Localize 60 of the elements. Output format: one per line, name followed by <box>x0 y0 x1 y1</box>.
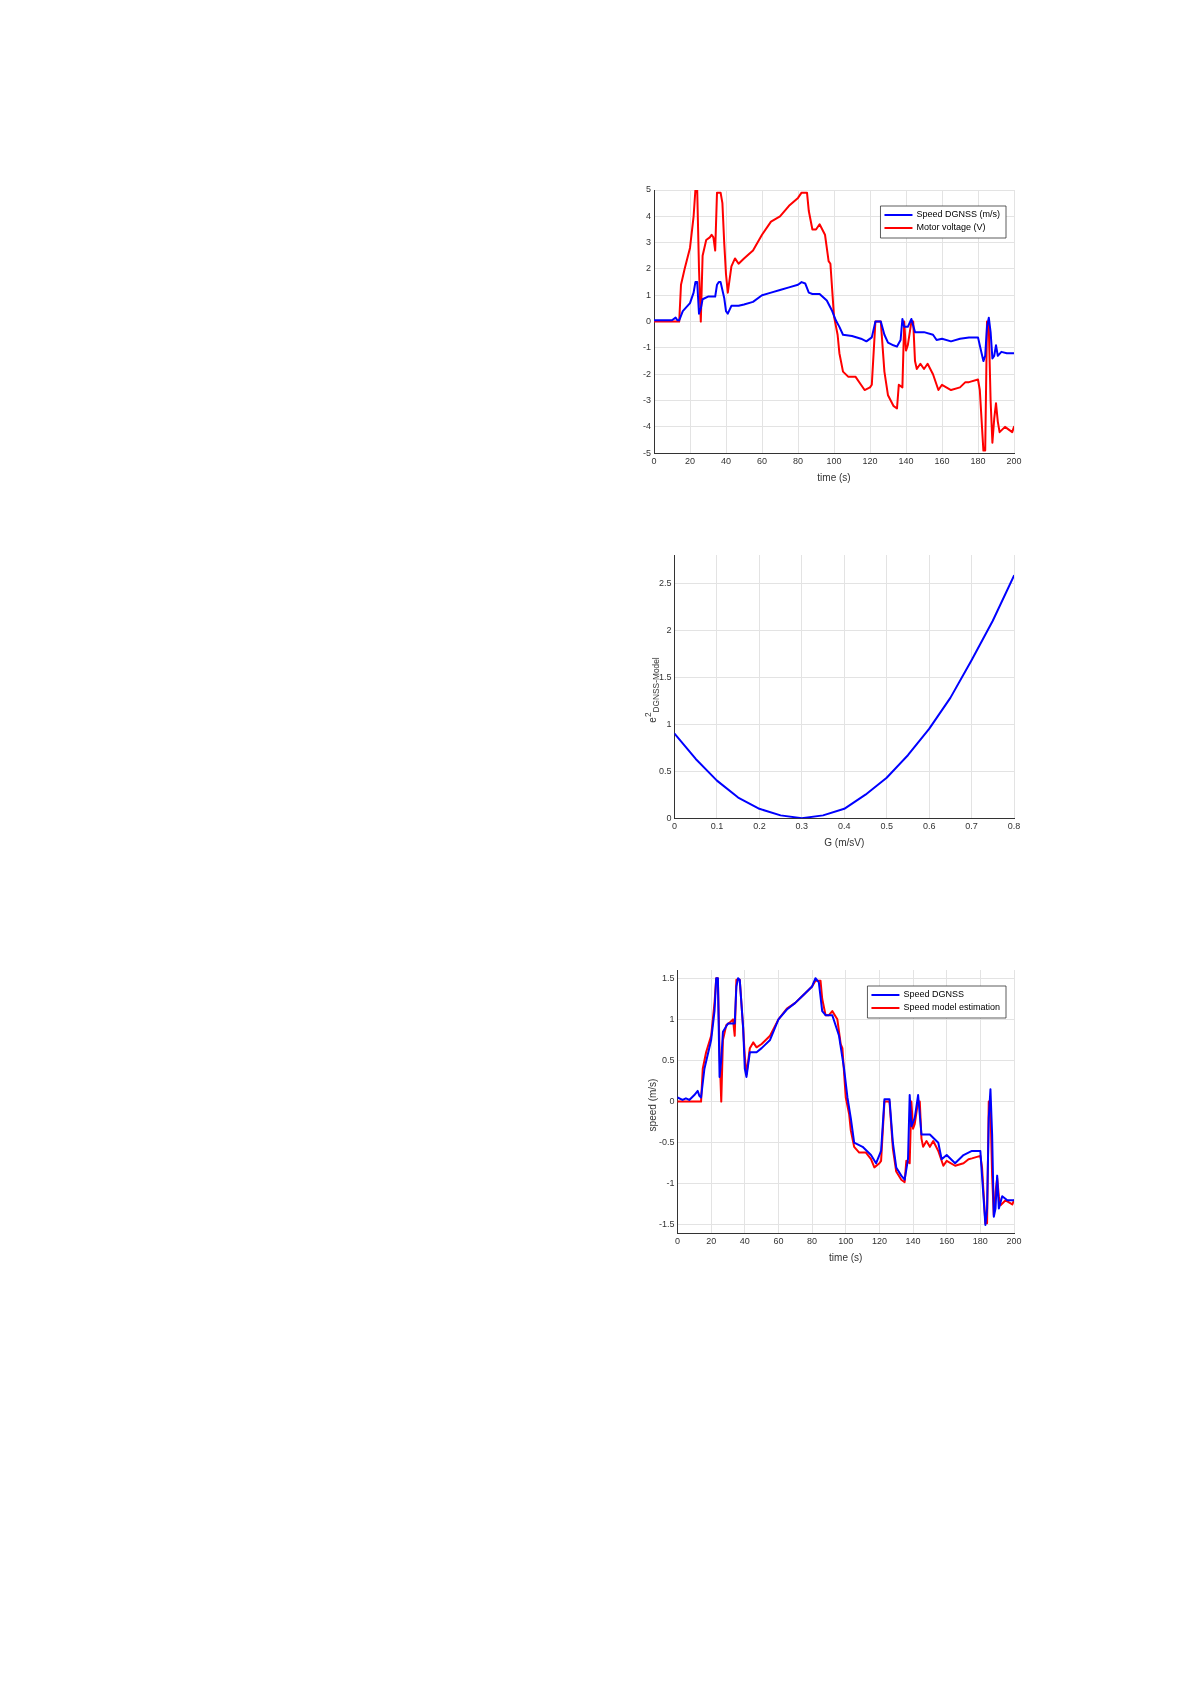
x-tick-label: 140 <box>898 456 914 467</box>
x-tick-label: 200 <box>1006 1236 1022 1247</box>
x-tick-label: 100 <box>838 1236 854 1247</box>
y-tick-label: 0.5 <box>659 765 672 776</box>
y-tick-label: -5 <box>642 447 651 458</box>
x-tick-label: 100 <box>826 456 842 467</box>
legend-label: Speed DGNSS <box>903 989 964 1000</box>
x-tick-label: 60 <box>756 456 768 467</box>
y-tick-label: 1 <box>666 718 672 729</box>
x-tick-label: 40 <box>720 456 732 467</box>
y-tick-label: 0 <box>645 316 651 327</box>
x-tick-label: 40 <box>739 1236 750 1247</box>
x-tick-label: 0.8 <box>1007 821 1021 832</box>
y-axis-title: speed (m/s) <box>646 1078 658 1132</box>
x-axis-title: time (s) <box>817 471 851 483</box>
x-tick-label: 200 <box>1006 456 1022 467</box>
x-tick-label: 0.7 <box>965 821 978 832</box>
x-tick-label: 20 <box>706 1236 717 1247</box>
y-tick-label: 0 <box>666 812 672 823</box>
x-tick-label: 80 <box>792 456 804 467</box>
y-tick-label: 0 <box>669 1096 675 1107</box>
x-tick-label: 80 <box>807 1236 818 1247</box>
x-tick-label: 0.3 <box>795 821 809 832</box>
x-axis-title: G (m/sV) <box>824 836 865 848</box>
y-tick-label: -1 <box>666 1178 675 1189</box>
y-tick-label: 4 <box>645 210 651 221</box>
y-tick-label: 1.5 <box>659 671 672 682</box>
y-tick-label: -3 <box>642 395 651 406</box>
y-tick-label: 1 <box>669 1013 675 1024</box>
x-tick-label: 60 <box>773 1236 784 1247</box>
y-tick-label: -0.5 <box>658 1137 675 1148</box>
x-tick-label: 160 <box>934 456 950 467</box>
x-tick-label: 0.1 <box>710 821 724 832</box>
x-tick-label: 0.2 <box>753 821 766 832</box>
x-tick-label: 20 <box>684 456 696 467</box>
x-tick-label: 120 <box>871 1236 887 1247</box>
y-tick-label: 0.5 <box>661 1054 675 1065</box>
legend-label: Speed DGNSS (m/s) <box>916 209 1001 220</box>
y-tick-label: 5 <box>645 184 651 195</box>
legend-label: Motor voltage (V) <box>916 222 986 233</box>
x-tick-label: 140 <box>905 1236 921 1247</box>
x-tick-label: 0.4 <box>838 821 851 832</box>
y-tick-label: -2 <box>642 368 651 379</box>
y-tick-label: 1 <box>645 289 651 300</box>
x-tick-label: 180 <box>970 456 986 467</box>
x-tick-label: 180 <box>972 1236 988 1247</box>
y-tick-label: 1.5 <box>661 972 675 983</box>
x-tick-label: 0.5 <box>880 821 893 832</box>
y-tick-label: 2.5 <box>659 577 672 588</box>
legend-label: Speed model estimation <box>903 1002 1001 1013</box>
y-tick-label: -4 <box>642 421 651 432</box>
y-tick-label: 3 <box>645 237 651 248</box>
y-tick-label: 2 <box>645 263 651 274</box>
y-tick-label: -1 <box>642 342 651 353</box>
x-axis-title: time (s) <box>829 1251 863 1263</box>
x-tick-label: 0.6 <box>922 821 936 832</box>
x-tick-label: 160 <box>939 1236 955 1247</box>
y-tick-label: -1.5 <box>658 1219 675 1230</box>
x-tick-label: 120 <box>862 456 878 467</box>
y-tick-label: 2 <box>666 624 672 635</box>
